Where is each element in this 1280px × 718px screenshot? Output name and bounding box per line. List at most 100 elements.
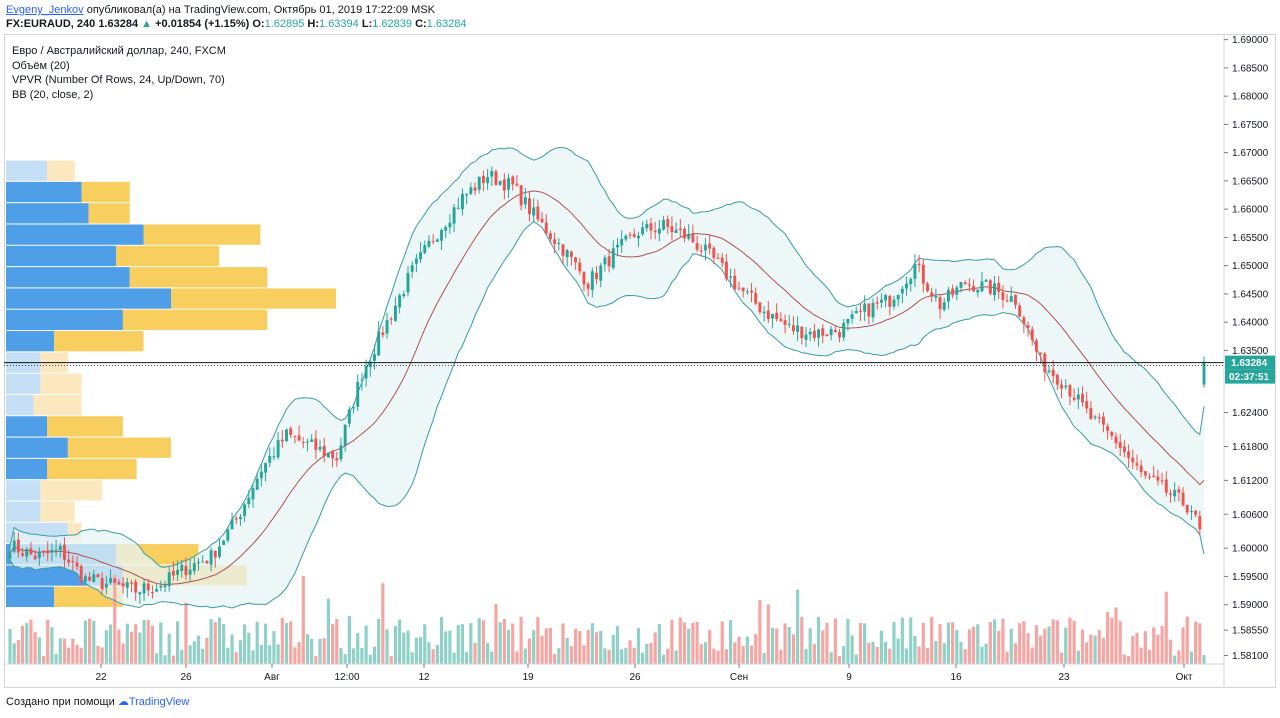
candle-body[interactable] xyxy=(79,566,83,582)
candle-body[interactable] xyxy=(548,233,552,239)
candle-body[interactable] xyxy=(607,256,611,267)
candle-body[interactable] xyxy=(1181,492,1185,506)
candle-body[interactable] xyxy=(398,295,402,308)
candle-body[interactable] xyxy=(88,576,92,581)
candle-body[interactable] xyxy=(209,550,213,565)
candle-body[interactable] xyxy=(456,207,460,209)
candle-body[interactable] xyxy=(649,223,653,231)
candle-body[interactable] xyxy=(662,219,666,230)
candle-body[interactable] xyxy=(507,178,511,190)
candle-body[interactable] xyxy=(163,585,167,588)
candle-body[interactable] xyxy=(926,283,929,292)
candle-body[interactable] xyxy=(50,549,54,553)
candle-body[interactable] xyxy=(142,583,146,594)
candle-body[interactable] xyxy=(858,310,862,312)
candle-body[interactable] xyxy=(599,265,603,281)
candle-body[interactable] xyxy=(678,228,682,230)
candle-body[interactable] xyxy=(326,452,330,458)
candle-body[interactable] xyxy=(297,435,301,441)
candle-body[interactable] xyxy=(632,234,636,237)
candle-body[interactable] xyxy=(356,382,360,407)
candle-body[interactable] xyxy=(540,218,544,223)
candle-body[interactable] xyxy=(1081,393,1084,403)
candle-body[interactable] xyxy=(1122,446,1126,453)
candle-body[interactable] xyxy=(641,227,645,235)
candle-body[interactable] xyxy=(1085,401,1089,409)
candle-body[interactable] xyxy=(511,176,515,185)
candle-body[interactable] xyxy=(888,295,892,307)
candle-body[interactable] xyxy=(360,379,364,381)
candle-body[interactable] xyxy=(155,589,159,592)
candle-body[interactable] xyxy=(197,562,200,564)
candle-body[interactable] xyxy=(875,302,879,304)
candle-body[interactable] xyxy=(452,207,456,224)
candle-body[interactable] xyxy=(532,207,536,216)
candle-body[interactable] xyxy=(653,230,657,233)
candle-body[interactable] xyxy=(502,179,506,191)
candle-body[interactable] xyxy=(272,456,276,458)
candle-body[interactable] xyxy=(188,569,192,575)
candle-body[interactable] xyxy=(578,262,582,272)
candle-body[interactable] xyxy=(251,488,255,500)
candle-body[interactable] xyxy=(331,451,335,459)
candle-body[interactable] xyxy=(946,289,950,302)
candle-body[interactable] xyxy=(775,312,779,319)
candle-body[interactable] xyxy=(942,302,946,310)
candle-body[interactable] xyxy=(972,286,976,292)
candle-body[interactable] xyxy=(435,239,439,242)
candle-body[interactable] xyxy=(16,539,20,553)
candle-body[interactable] xyxy=(536,206,540,220)
candle-body[interactable] xyxy=(833,330,837,333)
candle-body[interactable] xyxy=(134,581,138,593)
candle-body[interactable] xyxy=(352,407,356,409)
candle-body[interactable] xyxy=(1185,504,1189,513)
candle-body[interactable] xyxy=(670,226,674,233)
candle-body[interactable] xyxy=(96,574,100,578)
candle-body[interactable] xyxy=(62,544,66,560)
candle-body[interactable] xyxy=(368,361,372,368)
candle-body[interactable] xyxy=(335,458,339,461)
candle-body[interactable] xyxy=(29,548,33,555)
candle-body[interactable] xyxy=(758,302,762,313)
candle-body[interactable] xyxy=(1060,384,1064,389)
candle-body[interactable] xyxy=(905,283,909,289)
candle-body[interactable] xyxy=(993,283,996,296)
candle-body[interactable] xyxy=(473,187,477,191)
candle-body[interactable] xyxy=(146,583,150,591)
candle-body[interactable] xyxy=(427,240,431,247)
candle-body[interactable] xyxy=(109,578,113,583)
candle-body[interactable] xyxy=(1114,436,1118,444)
candle-body[interactable] xyxy=(812,330,816,339)
candle-body[interactable] xyxy=(150,591,154,593)
candle-body[interactable] xyxy=(465,194,469,196)
candle-body[interactable] xyxy=(766,310,770,319)
candle-body[interactable] xyxy=(67,559,71,563)
candle-body[interactable] xyxy=(494,171,498,186)
candle-body[interactable] xyxy=(997,282,1001,292)
candle-body[interactable] xyxy=(218,546,221,557)
candle-body[interactable] xyxy=(1051,369,1055,376)
candle-body[interactable] xyxy=(951,288,955,296)
candle-body[interactable] xyxy=(58,545,62,550)
candle-body[interactable] xyxy=(557,242,561,244)
candle-body[interactable] xyxy=(264,462,268,473)
candle-body[interactable] xyxy=(389,318,393,320)
candle-body[interactable] xyxy=(121,583,125,587)
candle-body[interactable] xyxy=(1156,476,1160,481)
candle-body[interactable] xyxy=(963,282,967,285)
candle-body[interactable] xyxy=(967,284,971,286)
candle-body[interactable] xyxy=(720,257,724,263)
candle-body[interactable] xyxy=(54,549,58,551)
candle-body[interactable] xyxy=(423,245,427,254)
candle-body[interactable] xyxy=(243,504,247,516)
candle-body[interactable] xyxy=(201,561,205,563)
tradingview-link[interactable]: TradingView xyxy=(128,696,190,708)
candle-body[interactable] xyxy=(712,247,716,258)
candle-body[interactable] xyxy=(440,230,443,241)
candle-body[interactable] xyxy=(771,313,774,319)
candle-body[interactable] xyxy=(1047,370,1051,372)
candle-body[interactable] xyxy=(787,323,791,325)
candle-body[interactable] xyxy=(737,287,741,289)
candle-body[interactable] xyxy=(741,287,745,292)
candle-body[interactable] xyxy=(1014,294,1017,305)
